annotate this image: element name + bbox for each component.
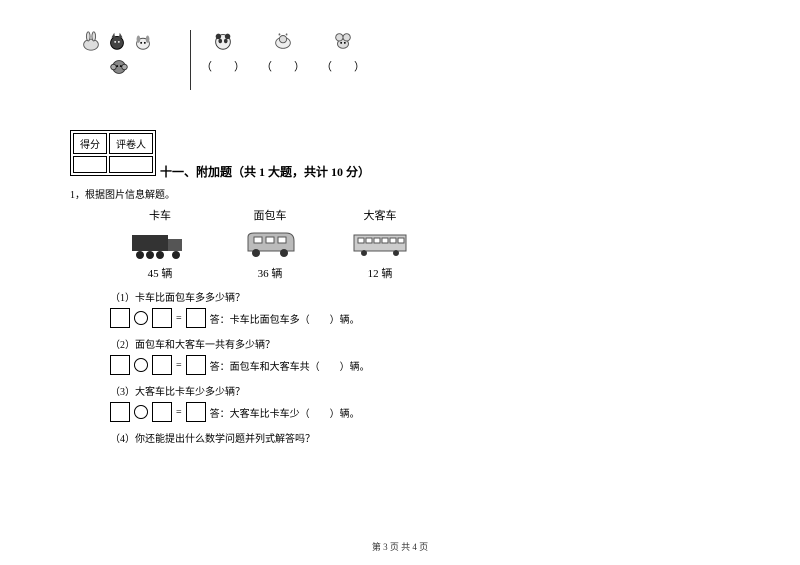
- subq-3: （3）大客车比卡车少多少辆？: [110, 383, 730, 398]
- result-box: [186, 402, 206, 422]
- question-prompt: 1，根据图片信息解题。: [70, 186, 730, 201]
- van-icon: [240, 227, 300, 261]
- operator-circle: [134, 405, 148, 419]
- vehicle-count: 45 辆: [148, 265, 173, 281]
- animal-option-3: （ ）: [321, 30, 365, 74]
- subq-2: （2）面包车和大客车一共有多少辆？: [110, 336, 730, 351]
- operator-circle: [134, 358, 148, 372]
- vehicle-name: 大客车: [364, 207, 397, 223]
- vehicle-count: 12 辆: [368, 265, 393, 281]
- score-cell: [73, 156, 107, 173]
- eq-row-2: = 答：面包车和大客车共（ ）辆。: [110, 355, 730, 375]
- blank-1: （ ）: [201, 58, 245, 74]
- vehicle-count: 36 辆: [258, 265, 283, 281]
- animal-option-2: （ ）: [261, 30, 305, 74]
- animal-option-1: （ ）: [201, 30, 245, 74]
- vehicle-bus: 大客车 12 辆: [350, 207, 410, 281]
- answer-text: 答：卡车比面包车多（ ）辆。: [210, 311, 360, 326]
- operand-box: [152, 355, 172, 375]
- score-table: 得分 评卷人: [70, 130, 156, 176]
- animal-match-section: （ ） （ ） （ ）: [80, 30, 730, 90]
- operand-box: [152, 402, 172, 422]
- operand-box: [152, 308, 172, 328]
- sheep-icon: [272, 30, 294, 52]
- equals: =: [176, 313, 182, 324]
- page-footer: 第 3 页 共 4 页: [0, 540, 800, 553]
- result-box: [186, 308, 206, 328]
- answer-text: 答：面包车和大客车共（ ）辆。: [210, 358, 370, 373]
- rabbit-icon: [80, 30, 102, 52]
- panda-icon: [212, 30, 234, 52]
- animal-group-right: （ ） （ ） （ ）: [201, 30, 365, 74]
- vertical-divider: [190, 30, 191, 90]
- bus-icon: [350, 227, 410, 261]
- subq-1: （1）卡车比面包车多多少辆？: [110, 289, 730, 304]
- dog-icon: [132, 30, 154, 52]
- grader-label: 评卷人: [109, 133, 153, 154]
- operand-box: [110, 402, 130, 422]
- grader-cell: [109, 156, 153, 173]
- equals: =: [176, 407, 182, 418]
- blank-2: （ ）: [261, 58, 305, 74]
- cat-icon: [106, 30, 128, 52]
- eq-row-3: = 答：大客车比卡车少（ ）辆。: [110, 402, 730, 422]
- mouse-icon: [332, 30, 354, 52]
- monkey-icon: [108, 56, 130, 78]
- operand-box: [110, 355, 130, 375]
- operator-circle: [134, 311, 148, 325]
- blank-3: （ ）: [321, 58, 365, 74]
- subq-4: （4）你还能提出什么数学问题并列式解答吗？: [110, 430, 730, 445]
- result-box: [186, 355, 206, 375]
- eq-row-1: = 答：卡车比面包车多（ ）辆。: [110, 308, 730, 328]
- score-label: 得分: [73, 133, 107, 154]
- vehicle-name: 面包车: [254, 207, 287, 223]
- answer-text: 答：大客车比卡车少（ ）辆。: [210, 405, 360, 420]
- operand-box: [110, 308, 130, 328]
- vehicles-row: 卡车 45 辆 面包车 36 辆 大客车 12 辆: [130, 207, 730, 281]
- vehicle-name: 卡车: [149, 207, 171, 223]
- animal-group-left: [80, 30, 180, 78]
- vehicle-van: 面包车 36 辆: [240, 207, 300, 281]
- section-title: 十一、附加题（共 1 大题，共计 10 分）: [160, 163, 730, 180]
- vehicle-truck: 卡车 45 辆: [130, 207, 190, 281]
- truck-icon: [130, 227, 190, 261]
- equals: =: [176, 360, 182, 371]
